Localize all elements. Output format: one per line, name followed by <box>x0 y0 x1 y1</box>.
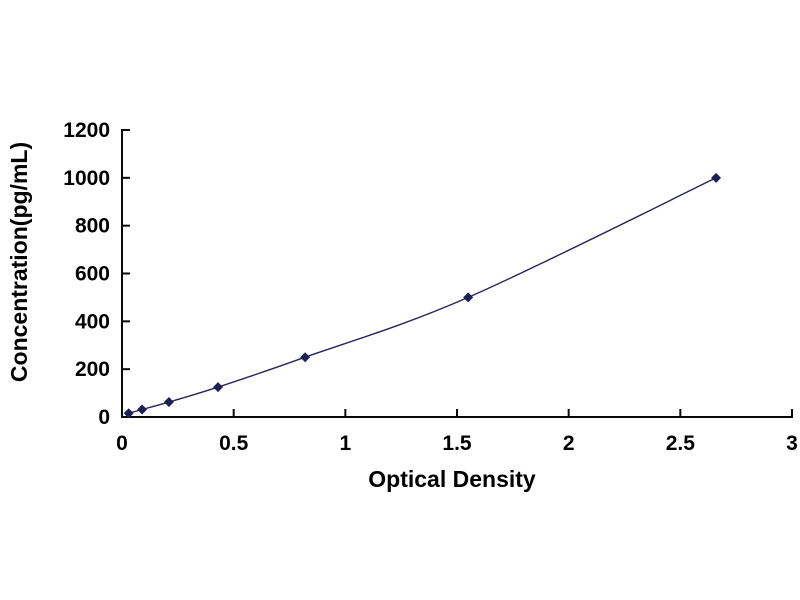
x-tick-label: 3 <box>786 432 798 455</box>
data-point-marker <box>137 404 148 415</box>
x-axis-title: Optical Density <box>368 466 536 492</box>
y-tick-label: 0 <box>98 406 110 429</box>
x-tick-label: 0 <box>116 432 128 455</box>
data-point-marker <box>163 397 174 408</box>
x-tick-label: 2.5 <box>666 432 696 455</box>
data-point-marker <box>213 382 224 393</box>
standard-curve-line <box>128 177 717 414</box>
data-point-marker <box>300 352 311 363</box>
y-tick-label: 1000 <box>63 167 110 190</box>
y-tick-label: 1200 <box>63 119 110 142</box>
data-point-marker <box>711 172 722 183</box>
y-tick-label: 200 <box>75 358 110 381</box>
x-tick-label: 1.5 <box>442 432 472 455</box>
x-tick-label: 2 <box>563 432 575 455</box>
y-tick-label: 800 <box>75 215 110 238</box>
data-point-marker <box>123 408 134 419</box>
y-tick-label: 400 <box>75 310 110 333</box>
y-tick-label: 600 <box>75 263 110 286</box>
x-tick-label: 0.5 <box>219 432 249 455</box>
x-tick-label: 1 <box>339 432 351 455</box>
data-point-marker <box>463 292 474 303</box>
plot-area: 0 0.5 1 1.5 2 2.5 3 0 200 400 600 800 1000 1200 <box>63 119 798 455</box>
y-axis-title: Concentration(pg/mL) <box>6 142 32 382</box>
